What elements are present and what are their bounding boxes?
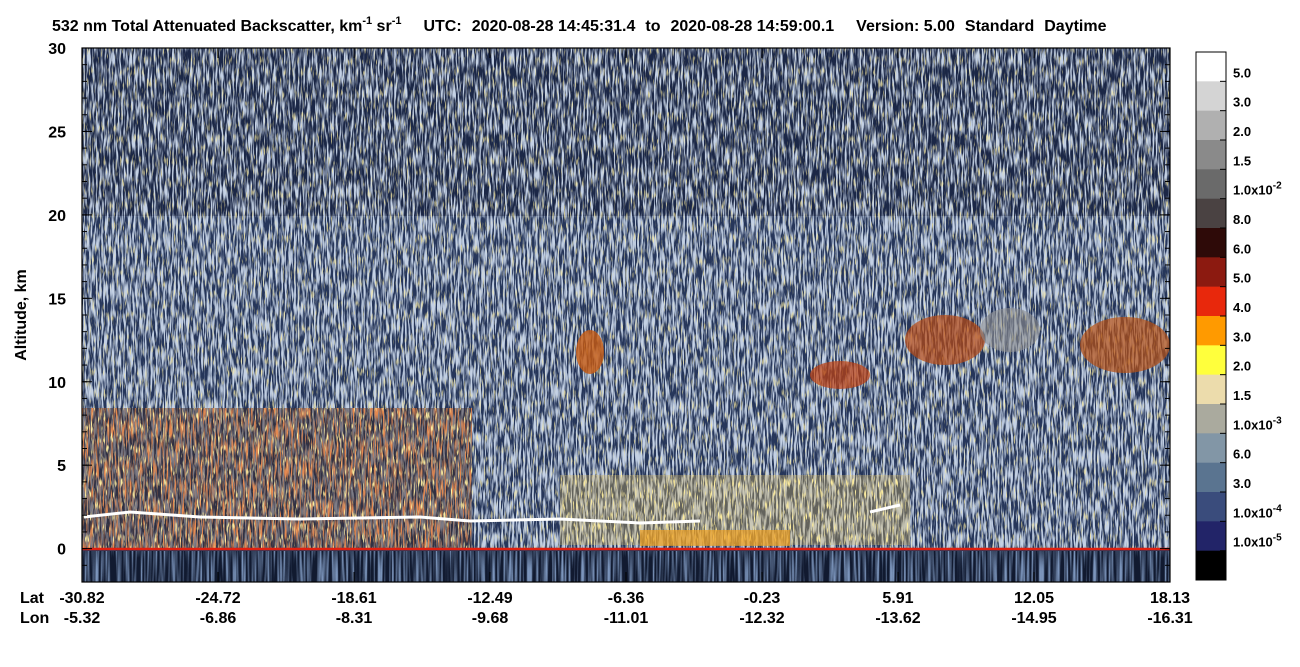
lon-label: -6.86	[200, 610, 237, 627]
backscatter-image	[82, 48, 1170, 582]
product: Standard	[965, 18, 1034, 35]
colorbar-swatch	[1196, 550, 1226, 581]
colorbar-label-base: 1.0x10	[1233, 535, 1273, 550]
utc-end: 2020-08-28 14:59:00.1	[670, 18, 834, 35]
colorbar-label: 1.0x10-4	[1233, 503, 1282, 520]
y-tick-label: 0	[57, 542, 66, 559]
lon-label: -12.32	[739, 610, 784, 627]
y-axis-label: Altitude, km	[13, 269, 30, 361]
title-sup: -1	[362, 15, 372, 27]
lon-label: -16.31	[1147, 610, 1192, 627]
colorbar-label: 3.0	[1233, 95, 1251, 110]
lat-label: -0.23	[744, 590, 781, 607]
colorbar-label-exp: -5	[1273, 533, 1282, 544]
lat-label: 5.91	[882, 590, 913, 607]
colorbar-label-base: 1.0x10	[1233, 505, 1273, 520]
colorbar-label-exp: -3	[1273, 415, 1282, 426]
y-tick-label: 15	[48, 291, 66, 308]
title-sup: -1	[392, 15, 402, 27]
x-row-label: Lat	[20, 590, 45, 607]
colorbar-swatch	[1196, 404, 1226, 434]
colorbar-swatch	[1196, 140, 1226, 170]
x-row-label: Lon	[20, 610, 49, 627]
colorbar-label-exp: -4	[1273, 503, 1282, 514]
colorbar-swatch	[1196, 169, 1226, 199]
colorbar-label: 1.0x10-5	[1233, 533, 1282, 550]
colorbar-swatch	[1196, 462, 1226, 493]
title-text: 532 nm Total Attenuated Backscatter, km	[52, 18, 362, 35]
y-tick-label: 5	[57, 458, 66, 475]
colorbar-swatch	[1196, 110, 1226, 141]
lat-label: -30.82	[59, 590, 104, 607]
colorbar-label-base: 1.0x10	[1233, 183, 1273, 198]
lon-label: -9.68	[472, 610, 509, 627]
colorbar-swatch	[1196, 433, 1226, 463]
y-tick-label: 25	[48, 124, 66, 141]
utc-start: 2020-08-28 14:45:31.4	[472, 18, 636, 35]
utc-to: to	[645, 18, 660, 35]
colorbar-swatch	[1196, 492, 1226, 522]
lat-label: 12.05	[1014, 590, 1054, 607]
colorbar-swatch	[1196, 52, 1226, 82]
lat-label: -18.61	[331, 590, 376, 607]
lat-label: -6.36	[608, 590, 645, 607]
colorbar-swatch	[1196, 198, 1226, 229]
lat-label: -12.49	[467, 590, 512, 607]
y-tick-label: 30	[48, 41, 66, 58]
colorbar-swatch	[1196, 286, 1226, 317]
version: Version: 5.00	[856, 18, 955, 35]
y-tick-label: 10	[48, 375, 66, 392]
colorbar-swatch	[1196, 81, 1226, 111]
colorbar-label: 1.0x10-3	[1233, 415, 1282, 432]
colorbar: 5.03.02.01.51.0x10-28.06.05.04.03.02.01.…	[1195, 51, 1282, 581]
colorbar-label: 4.0	[1233, 300, 1251, 315]
colorbar-label: 8.0	[1233, 212, 1251, 227]
colorbar-swatch	[1196, 257, 1226, 287]
utc-label: UTC:	[423, 18, 461, 35]
lat-label: -24.72	[195, 590, 240, 607]
colorbar-label-base: 1.0x10	[1233, 417, 1273, 432]
colorbar-label: 3.0	[1233, 329, 1251, 344]
colorbar-label-exp: -2	[1273, 181, 1282, 192]
colorbar-swatch	[1196, 345, 1226, 375]
daytime: Daytime	[1044, 18, 1106, 35]
colorbar-label: 5.0	[1233, 65, 1251, 80]
colorbar-swatch	[1196, 521, 1226, 551]
y-tick-label: 20	[48, 208, 66, 225]
colorbar-swatch	[1196, 228, 1226, 258]
lon-label: -8.31	[336, 610, 373, 627]
colorbar-label: 1.5	[1233, 388, 1251, 403]
colorbar-swatch	[1196, 316, 1226, 346]
colorbar-label: 2.0	[1233, 359, 1251, 374]
colorbar-label: 3.0	[1233, 476, 1251, 491]
colorbar-label: 2.0	[1233, 124, 1251, 139]
colorbar-label: 6.0	[1233, 241, 1251, 256]
colorbar-label: 6.0	[1233, 447, 1251, 462]
lat-label: 18.13	[1150, 590, 1190, 607]
lon-label: -13.62	[875, 610, 920, 627]
colorbar-swatch	[1196, 374, 1226, 405]
colorbar-label: 1.0x10-2	[1233, 181, 1282, 198]
colorbar-label: 1.5	[1233, 153, 1251, 168]
title-text: sr	[372, 18, 392, 35]
lon-label: -14.95	[1011, 610, 1056, 627]
lon-label: -11.01	[604, 610, 649, 627]
colorbar-label: 5.0	[1233, 271, 1251, 286]
lon-label: -5.32	[64, 610, 101, 627]
chart-title: 532 nm Total Attenuated Backscatter, km-…	[52, 15, 1107, 35]
